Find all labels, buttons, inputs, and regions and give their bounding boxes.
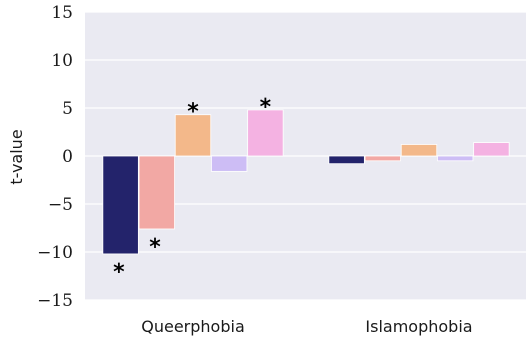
x-category-labels: Queerphobia Islamophobia [141, 317, 472, 336]
bar [139, 156, 175, 229]
x-category-label: Islamophobia [365, 317, 472, 336]
y-tick-label: 0 [62, 147, 73, 167]
significance-marker: * [149, 235, 161, 260]
y-tick-label: 15 [51, 3, 73, 23]
bar [401, 144, 437, 156]
y-tick-labels: 15 10 5 0 −5 −10 −15 [37, 3, 73, 311]
significance-marker: * [260, 95, 272, 120]
y-tick-label: −15 [37, 291, 73, 311]
bar [474, 143, 510, 156]
significance-marker: * [113, 260, 125, 285]
bar [103, 156, 139, 254]
bar [329, 156, 365, 164]
y-tick-label: 10 [51, 51, 73, 71]
x-category-label: Queerphobia [141, 317, 245, 336]
y-tick-label: −10 [37, 243, 73, 263]
bar [365, 156, 401, 161]
y-tick-label: −5 [48, 195, 73, 215]
bar [437, 156, 473, 161]
y-axis-label: t-value [7, 129, 26, 184]
y-tick-label: 5 [62, 99, 73, 119]
significance-marker: * [187, 100, 199, 125]
bar [211, 156, 247, 171]
